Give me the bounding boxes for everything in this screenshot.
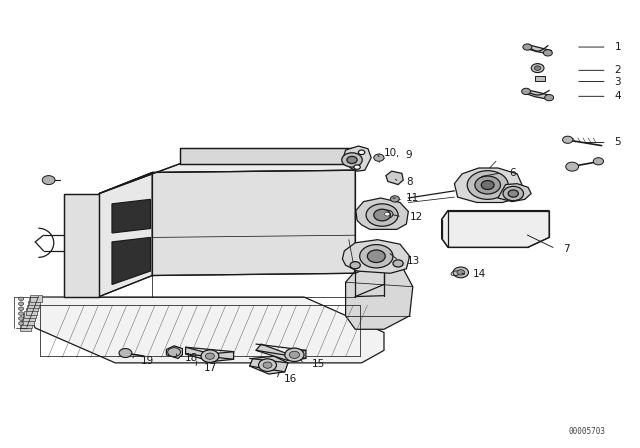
Circle shape [289, 351, 300, 358]
Circle shape [354, 165, 360, 169]
Text: 5: 5 [614, 138, 621, 147]
Polygon shape [342, 146, 371, 171]
Polygon shape [346, 264, 413, 329]
Circle shape [285, 348, 304, 362]
Circle shape [205, 353, 214, 359]
Text: 3: 3 [614, 77, 621, 86]
Text: 13: 13 [406, 256, 420, 266]
Polygon shape [112, 199, 150, 233]
Text: 14: 14 [472, 269, 486, 279]
Text: 12: 12 [410, 212, 423, 222]
Circle shape [453, 267, 468, 278]
Text: 00005703: 00005703 [568, 427, 605, 436]
Circle shape [523, 44, 532, 50]
Text: 10: 10 [384, 148, 397, 158]
Circle shape [168, 348, 180, 357]
Polygon shape [355, 261, 384, 297]
Circle shape [119, 349, 132, 358]
Circle shape [19, 302, 24, 306]
Text: 8: 8 [406, 177, 413, 187]
FancyBboxPatch shape [30, 295, 42, 302]
Polygon shape [256, 344, 306, 361]
Circle shape [566, 162, 579, 171]
Circle shape [259, 359, 276, 371]
Circle shape [374, 209, 390, 221]
FancyBboxPatch shape [22, 318, 34, 324]
Circle shape [347, 156, 357, 164]
Polygon shape [99, 172, 152, 297]
Circle shape [201, 350, 219, 362]
Text: 7: 7 [563, 244, 570, 254]
Circle shape [534, 66, 541, 70]
Circle shape [385, 212, 390, 216]
Polygon shape [152, 170, 355, 276]
Circle shape [19, 297, 24, 301]
Polygon shape [342, 240, 410, 273]
Circle shape [475, 176, 500, 194]
Text: 2: 2 [614, 65, 621, 75]
Polygon shape [186, 347, 234, 362]
Text: 6: 6 [509, 168, 515, 178]
Text: 19: 19 [141, 356, 154, 366]
Circle shape [593, 158, 604, 165]
Circle shape [19, 307, 24, 310]
Polygon shape [27, 297, 384, 363]
Circle shape [350, 262, 360, 269]
Bar [535, 76, 545, 81]
FancyBboxPatch shape [21, 321, 33, 328]
Circle shape [457, 270, 465, 275]
Text: 15: 15 [312, 359, 325, 369]
Circle shape [358, 150, 365, 155]
Circle shape [19, 317, 24, 320]
FancyBboxPatch shape [29, 298, 40, 305]
Circle shape [393, 260, 403, 267]
FancyBboxPatch shape [23, 314, 35, 321]
Circle shape [545, 95, 554, 101]
Polygon shape [386, 171, 403, 185]
Polygon shape [526, 45, 552, 54]
Polygon shape [180, 148, 355, 164]
Text: 9: 9 [405, 151, 412, 160]
FancyBboxPatch shape [28, 302, 39, 308]
Circle shape [263, 362, 272, 368]
FancyBboxPatch shape [27, 305, 38, 311]
Circle shape [381, 210, 393, 218]
Polygon shape [166, 346, 182, 358]
Polygon shape [250, 356, 288, 374]
Text: 4: 4 [614, 91, 621, 101]
Polygon shape [442, 211, 549, 247]
Circle shape [19, 322, 24, 325]
Circle shape [503, 186, 524, 201]
Circle shape [508, 190, 518, 197]
Text: 1: 1 [614, 42, 621, 52]
Polygon shape [454, 168, 524, 202]
Circle shape [563, 136, 573, 143]
Circle shape [367, 250, 385, 263]
Polygon shape [356, 198, 408, 229]
Circle shape [42, 176, 55, 185]
Polygon shape [99, 164, 355, 194]
Text: 11: 11 [406, 194, 419, 203]
Polygon shape [64, 194, 99, 297]
Text: 17: 17 [204, 363, 217, 373]
Circle shape [522, 88, 531, 95]
Circle shape [481, 181, 494, 190]
Circle shape [366, 204, 398, 226]
Circle shape [543, 50, 552, 56]
Circle shape [531, 64, 544, 73]
Circle shape [342, 153, 362, 167]
FancyBboxPatch shape [24, 311, 36, 318]
Polygon shape [525, 90, 552, 99]
Text: 16: 16 [284, 375, 298, 384]
FancyBboxPatch shape [26, 308, 37, 314]
Circle shape [19, 312, 24, 315]
Circle shape [360, 245, 393, 268]
FancyBboxPatch shape [20, 324, 31, 331]
Polygon shape [112, 237, 150, 284]
Text: 18: 18 [184, 353, 198, 363]
Polygon shape [498, 184, 531, 202]
Circle shape [374, 154, 384, 161]
Circle shape [467, 171, 508, 199]
Circle shape [390, 196, 399, 202]
